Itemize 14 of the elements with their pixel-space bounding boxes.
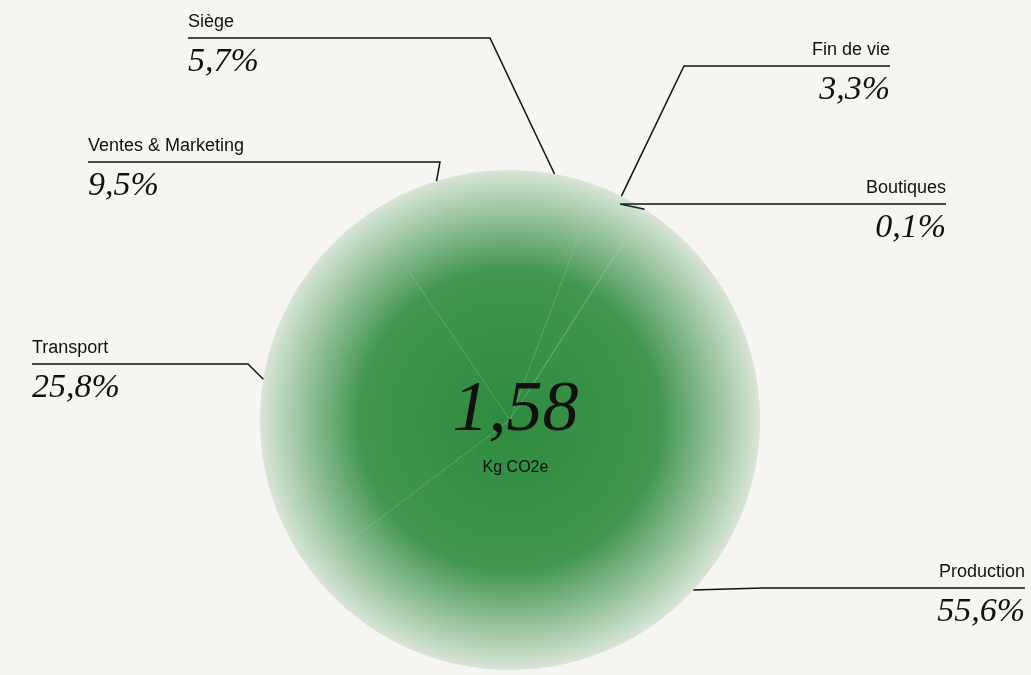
slice-label: Boutiques [865,177,946,197]
data-label: 0,1% [875,206,946,244]
slice-label: Transport [32,337,109,357]
slice-label: Fin de vie [811,39,890,59]
data-label: 9,5% [88,164,159,202]
data-label: 5,7% [188,40,259,78]
data-label: 25,8% [32,366,120,404]
slice-label: Ventes & Marketing [88,135,245,155]
text: Kg CO2e [482,457,549,475]
slice-label: Production [938,561,1025,581]
data-label: 55,6% [937,590,1025,628]
slice-label: Siège [188,11,235,31]
text: 1,58 [452,366,579,446]
data-label: 3,3% [818,68,890,106]
